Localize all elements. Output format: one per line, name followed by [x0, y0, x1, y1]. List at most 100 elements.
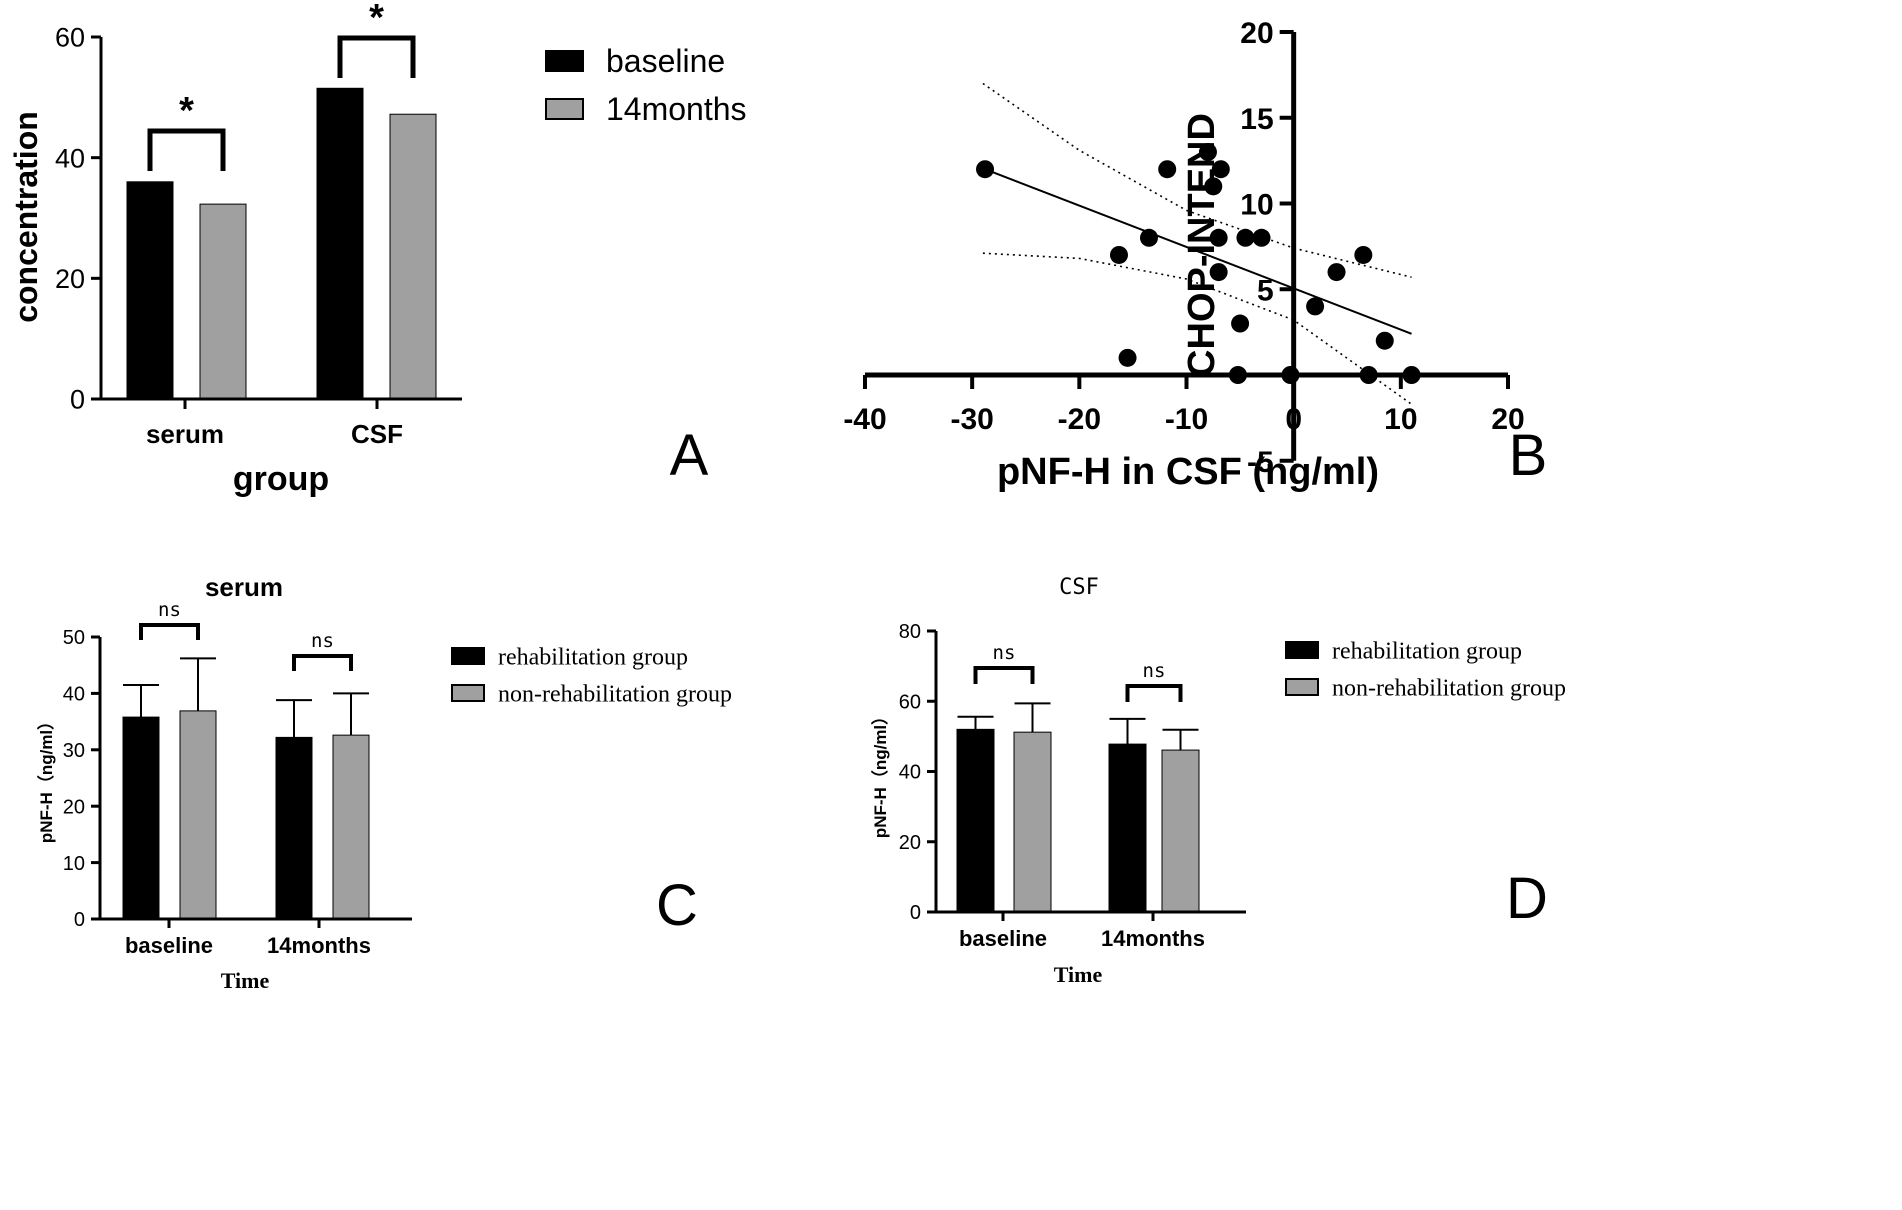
x-tick-label: 0 — [1285, 403, 1302, 436]
y-tick-label: 40 — [899, 762, 921, 784]
x-axis-label: group — [233, 460, 329, 498]
x-tick-label: -20 — [1058, 403, 1101, 436]
chart-title: CSF — [1059, 575, 1099, 600]
significance-label: ns — [1143, 660, 1166, 682]
y-tick-label: 40 — [63, 684, 85, 706]
bar-d-baseline-0 — [956, 728, 995, 913]
y-tick-label: 5 — [1257, 274, 1274, 307]
scatter-point — [1109, 245, 1128, 264]
significance-label: ns — [158, 599, 181, 621]
x-axis-label: pNF-H in CSF (ng/ml) — [997, 451, 1379, 493]
legend-label: non-rehabilitation group — [1332, 675, 1566, 701]
legend-label: baseline — [606, 43, 725, 79]
scatter-point — [1327, 263, 1346, 282]
legend-swatch — [451, 684, 485, 702]
y-tick-label: 0 — [70, 385, 85, 415]
significance-label: ns — [993, 642, 1016, 664]
y-axis-label: CHOP-INTEND — [1181, 113, 1223, 377]
legend-swatch — [1285, 641, 1319, 659]
legend-swatch — [451, 647, 485, 665]
x-axis-label: Time — [1054, 962, 1103, 987]
scatter-point — [1359, 366, 1378, 384]
bar-d-14months-0 — [1108, 743, 1147, 913]
y-tick-label: 30 — [63, 740, 85, 762]
y-tick-label: 20 — [63, 796, 85, 818]
y-tick-label: 50 — [63, 627, 85, 649]
confidence-band-upper — [982, 82, 1412, 278]
significance-bracket — [337, 35, 416, 78]
y-tick-label: 10 — [1240, 189, 1273, 222]
x-axis-label: Time — [221, 968, 270, 993]
x-tick-label: 14months — [267, 933, 371, 958]
y-tick-label: 60 — [899, 691, 921, 713]
scatter-point — [1209, 228, 1228, 247]
y-tick-label: 20 — [55, 264, 85, 294]
scatter-point — [1158, 160, 1177, 179]
y-axis-label: pNF-H（ng/ml） — [870, 708, 890, 838]
bar-a-csf-0 — [316, 87, 364, 400]
x-tick-label: baseline — [959, 926, 1047, 951]
scatter-point — [1204, 177, 1223, 196]
scatter-point — [1209, 263, 1228, 282]
bar-a-serum-1 — [199, 203, 247, 400]
panel-d-bar-chart: ns baseline ns 14months 0 20 40 60 80 Time pNF-H（n… — [870, 575, 1566, 987]
bar-c-14months-0 — [275, 736, 313, 920]
significance-bracket — [147, 128, 226, 171]
x-tick-label: -30 — [950, 403, 993, 436]
bar-c-baseline-0 — [122, 716, 160, 920]
legend-label: rehabilitation group — [498, 644, 688, 670]
confidence-band-lower — [982, 252, 1412, 405]
scatter-point — [1211, 160, 1230, 179]
y-tick-label: 40 — [55, 143, 85, 173]
bar-d-baseline-1 — [1013, 731, 1052, 913]
y-tick-label: 10 — [63, 853, 85, 875]
scatter-point — [1306, 297, 1325, 316]
scatter-point — [1228, 366, 1247, 384]
chart-title: serum — [205, 572, 283, 602]
x-tick-label: -40 — [843, 403, 886, 436]
scatter-point — [1231, 314, 1250, 333]
legend-label: rehabilitation group — [1332, 638, 1522, 664]
bar-a-serum-0 — [126, 181, 174, 400]
regression-line — [984, 168, 1412, 335]
panel-b-scatter-plot: -40 -30 -20 -10 0 10 20 -5 5 10 15 20 pNF-H in CSF (… — [843, 17, 1547, 493]
scatter-point — [1118, 348, 1137, 367]
x-tick-label: baseline — [125, 933, 213, 958]
x-tick-label: -10 — [1165, 403, 1208, 436]
scatter-point — [976, 160, 995, 179]
scatter-point — [1354, 245, 1373, 264]
panel-c-bar-chart: ns baseline ns 14months 0 10 20 30 40 50 Time pNF-H… — [36, 572, 732, 993]
scatter-point — [1402, 366, 1421, 384]
scatter-point — [1281, 366, 1300, 384]
x-tick-label: 14months — [1101, 926, 1205, 951]
bar-c-14months-1 — [332, 734, 370, 920]
x-tick-label: serum — [146, 419, 224, 449]
y-tick-label: -5 — [1247, 446, 1274, 479]
scatter-point — [1252, 228, 1271, 247]
significance-label: * — [179, 90, 194, 132]
significance-label: ns — [311, 630, 334, 652]
significance-bracket — [973, 666, 1035, 684]
scatter-point — [1139, 228, 1158, 247]
y-tick-label: 60 — [55, 23, 85, 53]
panel-a-bar-chart: * serum * CSF 0 20 40 60 group concentration basel… — [8, 0, 747, 498]
bar-a-csf-1 — [389, 113, 437, 400]
y-axis-label: concentration — [8, 111, 44, 323]
legend-swatch — [545, 50, 584, 72]
x-tick-label: 20 — [1491, 403, 1524, 436]
panel-label: D — [1506, 866, 1548, 931]
scatter-point — [1375, 331, 1394, 350]
bar-c-baseline-1 — [179, 710, 217, 920]
significance-bracket — [139, 623, 200, 640]
panel-label: A — [670, 423, 709, 488]
y-tick-label: 15 — [1240, 103, 1273, 136]
y-tick-label: 0 — [74, 909, 85, 931]
legend-swatch — [545, 98, 584, 120]
y-tick-label: 20 — [1240, 17, 1273, 50]
y-tick-label: 80 — [899, 621, 921, 643]
bar-d-14months-1 — [1161, 749, 1200, 913]
legend-swatch — [1285, 678, 1319, 696]
panel-label: B — [1509, 423, 1548, 488]
legend-label: non-rehabilitation group — [498, 681, 732, 707]
